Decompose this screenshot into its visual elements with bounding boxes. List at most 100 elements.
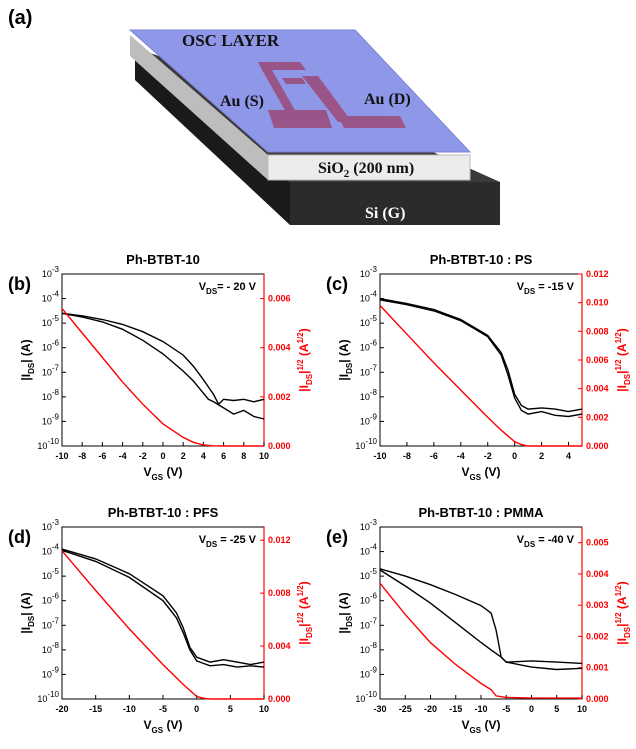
y-left-tick-label: 10-6 (42, 339, 60, 353)
y-left-tick-label: 10-7 (360, 363, 378, 377)
x-tick-label: -20 (55, 704, 68, 714)
y-left-tick-label: 10-4 (360, 543, 378, 557)
y-left-tick-label: 10-3 (360, 518, 378, 532)
transfer-curve-log (380, 569, 582, 664)
x-axis-label: VGS (V) (462, 465, 501, 482)
y-left-tick-label: 10-8 (42, 641, 60, 655)
x-tick-label: -5 (502, 704, 510, 714)
chart-title: Ph-BTBT-10 : PFS (108, 505, 219, 520)
y-right-tick-label: 0.003 (586, 600, 609, 610)
y-left-tick-label: 10-9 (42, 665, 60, 679)
transfer-curve-log (62, 313, 264, 419)
plot-frame (62, 274, 264, 446)
plot-frame (380, 274, 582, 446)
y-left-tick-label: 10-5 (42, 567, 60, 581)
x-tick-label: -2 (139, 451, 147, 461)
chart-panel-d: Ph-BTBT-10 : PFS (d) -20 -15 -10 -5 0 5 10 10-10 1… (0, 499, 318, 749)
y-right-tick-label: 0.004 (586, 384, 609, 394)
x-tick-label: 4 (566, 451, 571, 461)
plot-frame (380, 527, 582, 699)
x-tick-label: -5 (159, 704, 167, 714)
chart-panel-e: Ph-BTBT-10 : PMMA (e) -30 -25 -20 -15 -10 -5 0 5 1… (318, 499, 636, 749)
device-schematic: (a) OSC LAYER Au (S) Au (D) SiO2 (200 nm… (0, 0, 636, 240)
y-left-tick-label: 10-10 (37, 437, 59, 451)
y-right-axis-label: |IDS|1/2 (A1/2) (614, 581, 632, 644)
x-tick-label: 0 (194, 704, 199, 714)
y-right-tick-label: 0.000 (586, 441, 609, 451)
x-tick-label: -6 (98, 451, 106, 461)
chart-title: Ph-BTBT-10 (126, 252, 200, 267)
y-right-tick-label: 0.006 (268, 294, 291, 304)
sqrt-current-curve (380, 306, 582, 447)
panel-label-a: (a) (8, 7, 32, 29)
y-right-tick-label: 0.000 (268, 441, 291, 451)
source-label: Au (S) (220, 93, 264, 110)
y-left-tick-label: 10-7 (42, 616, 60, 630)
x-tick-label: 2 (181, 451, 186, 461)
y-right-tick-label: 0.012 (268, 535, 291, 545)
x-tick-label: -4 (119, 451, 127, 461)
chart-title: Ph-BTBT-10 : PS (430, 252, 533, 267)
x-tick-label: -15 (89, 704, 102, 714)
y-right-tick-label: 0.008 (268, 588, 291, 598)
vds-annotation: VDS= - 20 V (199, 281, 257, 296)
y-right-tick-label: 0.008 (586, 326, 609, 336)
x-tick-label: 10 (577, 704, 587, 714)
x-axis-label: VGS (V) (144, 718, 183, 735)
x-tick-label: -10 (373, 451, 386, 461)
y-left-tick-label: 10-10 (355, 437, 377, 451)
x-tick-label: -10 (55, 451, 68, 461)
panel-label: (d) (8, 527, 31, 547)
x-tick-label: -15 (449, 704, 462, 714)
gate-label: Si (G) (365, 205, 405, 222)
x-axis-label: VGS (V) (144, 465, 183, 482)
y-left-tick-label: 10-7 (42, 363, 60, 377)
x-tick-label: 0 (529, 704, 534, 714)
y-right-tick-label: 0.000 (586, 694, 609, 704)
panel-label: (c) (326, 274, 348, 294)
y-left-axis-label: |IDS| (A) (19, 592, 36, 633)
y-left-tick-label: 10-8 (42, 388, 60, 402)
y-left-tick-label: 10-9 (360, 665, 378, 679)
y-right-axis-label: |IDS|1/2 (A1/2) (296, 328, 314, 391)
y-right-tick-label: 0.004 (586, 569, 609, 579)
y-right-tick-label: 0.006 (586, 355, 609, 365)
y-left-tick-label: 10-5 (360, 567, 378, 581)
y-right-axis-label: |IDS|1/2 (A1/2) (296, 581, 314, 644)
plot-frame (62, 527, 264, 699)
chart-panel-c: Ph-BTBT-10 : PS (c) -10 -8 -6 -4 -2 0 2 4 10-10 10-… (318, 246, 636, 496)
y-right-tick-label: 0.001 (586, 663, 609, 673)
x-tick-label: -10 (123, 704, 136, 714)
x-tick-label: -8 (78, 451, 86, 461)
y-left-tick-label: 10-6 (360, 339, 378, 353)
transfer-curve-log (380, 299, 582, 412)
y-left-tick-label: 10-6 (42, 592, 60, 606)
x-tick-label: 2 (539, 451, 544, 461)
y-left-tick-label: 10-4 (360, 290, 378, 304)
vds-annotation: VDS = -15 V (517, 281, 575, 296)
x-tick-label: 0 (512, 451, 517, 461)
x-tick-label: -6 (430, 451, 438, 461)
y-left-axis-label: |IDS| (A) (19, 339, 36, 380)
vds-annotation: VDS = -25 V (199, 534, 257, 549)
x-axis-label: VGS (V) (462, 718, 501, 735)
y-left-tick-label: 10-6 (360, 592, 378, 606)
y-left-tick-label: 10-7 (360, 616, 378, 630)
y-left-tick-label: 10-9 (42, 412, 60, 426)
y-left-tick-label: 10-10 (37, 690, 59, 704)
y-right-axis-label: |IDS|1/2 (A1/2) (614, 328, 632, 391)
transfer-curve-log (62, 550, 264, 667)
x-tick-label: -2 (484, 451, 492, 461)
x-tick-label: -8 (403, 451, 411, 461)
y-right-tick-label: 0.004 (268, 343, 291, 353)
x-tick-label: -25 (399, 704, 412, 714)
panel-label: (b) (8, 274, 31, 294)
y-left-tick-label: 10-8 (360, 388, 378, 402)
x-tick-label: 4 (201, 451, 206, 461)
y-right-tick-label: 0.000 (268, 694, 291, 704)
y-left-axis-label: |IDS| (A) (337, 592, 354, 633)
sqrt-current-curve (380, 583, 582, 698)
y-right-tick-label: 0.010 (586, 298, 609, 308)
transfer-curve-log (62, 549, 264, 665)
x-tick-label: 5 (554, 704, 559, 714)
